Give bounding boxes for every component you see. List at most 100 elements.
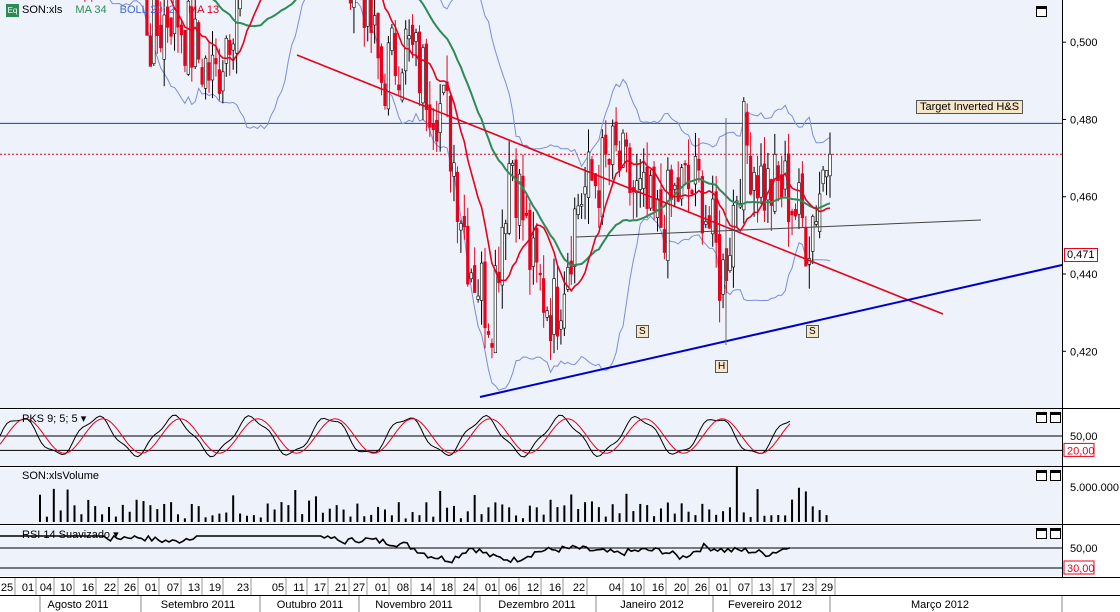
candle-body <box>548 315 553 342</box>
candle-body <box>162 14 166 60</box>
month-label: Novembro 2011 <box>375 599 452 611</box>
candle-body <box>473 265 477 293</box>
volume-bar <box>411 512 414 522</box>
volume-bar <box>452 505 455 522</box>
volume-bar <box>528 505 531 522</box>
rsi-title[interactable]: RSI 14 Suavizado ▾ <box>22 528 119 541</box>
ma34-legend[interactable]: MA 34 <box>75 4 107 16</box>
candle-body <box>455 171 460 222</box>
candle-body <box>818 193 822 232</box>
candle-body <box>804 227 808 267</box>
volume-bar <box>756 489 759 522</box>
volume-bar <box>722 511 725 522</box>
candle-body <box>590 159 594 181</box>
date-tick-label: 12 <box>527 582 539 594</box>
candle-body <box>479 262 484 301</box>
date-tick-label: 01 <box>375 582 387 594</box>
ma13-legend[interactable]: MA 13 <box>187 4 220 16</box>
candle-body <box>821 169 825 185</box>
volume-bar <box>252 515 255 522</box>
volume-bar <box>439 490 442 522</box>
pks-maximize-icon[interactable] <box>1036 412 1047 423</box>
volume-bar <box>328 508 331 522</box>
date-tick-label: 07 <box>167 582 179 594</box>
eq-icon[interactable]: Eq <box>6 4 19 17</box>
volume-bar <box>432 516 435 522</box>
rsi-maximize-icon[interactable] <box>1036 528 1047 539</box>
symbol-label[interactable]: SON:xls <box>22 4 63 16</box>
candle-body <box>362 0 366 28</box>
downtrend-line <box>296 54 944 315</box>
volume-title[interactable]: SON:xlsVolume <box>22 470 99 482</box>
volume-bar <box>66 489 69 522</box>
price-axis-label: 0,500 <box>1070 37 1098 49</box>
candle-body <box>718 234 722 301</box>
month-label: Setembro 2011 <box>161 599 235 611</box>
pks-title[interactable]: PKS 9; 5; 5 ▾ <box>22 412 86 425</box>
date-tick-label: 24 <box>463 582 475 594</box>
volume-bar <box>218 513 221 522</box>
candle-body <box>566 267 570 290</box>
volume-bar <box>639 503 642 522</box>
volume-bar <box>176 514 179 522</box>
candle-body <box>435 120 439 142</box>
price-maximize-icon[interactable] <box>1036 6 1047 17</box>
candle-body <box>797 182 801 215</box>
candle-body <box>531 237 535 267</box>
axis-bg <box>1062 0 1120 578</box>
price-axis-label: 0,440 <box>1070 269 1098 281</box>
support-line <box>479 264 1063 398</box>
candle-body <box>714 191 718 243</box>
candle-body <box>704 221 708 225</box>
volume-bar <box>363 516 366 522</box>
date-tick-label: 16 <box>82 582 94 594</box>
target-label: Target Inverted H&S <box>916 100 1024 114</box>
candle-body <box>373 15 377 26</box>
candle-body <box>759 165 763 198</box>
candle-body <box>379 46 384 83</box>
date-tick-label: 01 <box>145 582 157 594</box>
candle-body <box>500 226 504 286</box>
volume-bar <box>356 503 359 522</box>
candle-body <box>673 184 677 190</box>
candle-body <box>559 320 563 330</box>
volume-bar <box>294 489 297 522</box>
volume-close-icon[interactable] <box>1050 470 1061 481</box>
pks-close-icon[interactable] <box>1050 412 1061 423</box>
bollinger-upper-line <box>440 0 831 168</box>
boll-legend[interactable]: BOLL 20; 2 <box>119 4 175 16</box>
volume-bar <box>659 508 662 522</box>
candle-body <box>155 0 159 37</box>
pks-dropdown-icon[interactable]: ▾ <box>80 413 87 425</box>
candle-body <box>545 310 549 318</box>
volume-bar <box>314 496 317 522</box>
candle-body <box>597 190 601 208</box>
pks-title-text: PKS 9; 5; 5 <box>22 413 78 425</box>
rsi-30-label: 30,00 <box>1067 563 1095 575</box>
volume-maximize-icon[interactable] <box>1036 470 1047 481</box>
date-tick-label: 01 <box>485 582 497 594</box>
candle-body <box>742 101 746 211</box>
date-tick-label: 22 <box>573 582 585 594</box>
rsi-close-icon[interactable] <box>1050 528 1061 539</box>
volume-bar <box>170 502 173 522</box>
candle-body <box>707 215 711 229</box>
candle-body <box>755 175 760 199</box>
candle-body <box>459 223 463 231</box>
candle-body <box>490 343 494 348</box>
rsi-dropdown-icon[interactable]: ▾ <box>113 529 119 541</box>
pks-d-line <box>0 418 791 454</box>
candle-body <box>776 165 780 181</box>
candle-body <box>390 27 394 51</box>
volume-bar <box>597 507 600 522</box>
volume-bar <box>487 507 490 522</box>
date-tick-label: 29 <box>821 582 833 594</box>
date-tick-label: 17 <box>780 582 792 594</box>
candle-body <box>749 156 753 195</box>
candle-body <box>593 173 598 187</box>
volume-title-text: SON:xlsVolume <box>22 470 100 482</box>
candle-body <box>404 28 408 72</box>
candle-body <box>604 134 608 155</box>
date-tick-label: 10 <box>60 582 72 594</box>
candle-body <box>573 208 577 267</box>
